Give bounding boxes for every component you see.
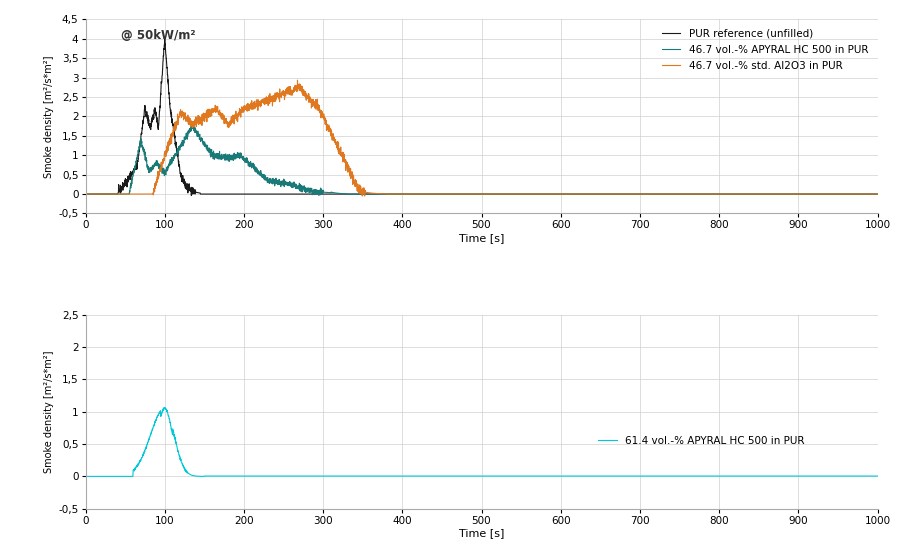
61.4 vol.-% APYRAL HC 500 in PUR bbox=[159, 404, 170, 411]
Y-axis label: Smoke density [m²/s*m²]: Smoke density [m²/s*m²] bbox=[44, 55, 54, 178]
46.7 vol.-% std. Al2O3 in PUR bbox=[80, 191, 91, 197]
PUR reference (unfilled) bbox=[671, 191, 682, 197]
46.7 vol.-% std. Al2O3 in PUR bbox=[732, 191, 742, 197]
46.7 vol.-% std. Al2O3 in PUR bbox=[671, 191, 682, 197]
46.7 vol.-% APYRAL HC 500 in PUR bbox=[80, 191, 91, 197]
46.7 vol.-% APYRAL HC 500 in PUR bbox=[732, 191, 742, 197]
46.7 vol.-% APYRAL HC 500 in PUR bbox=[186, 119, 197, 125]
X-axis label: Time [s]: Time [s] bbox=[459, 529, 504, 538]
PUR reference (unfilled) bbox=[224, 191, 235, 197]
PUR reference (unfilled) bbox=[596, 191, 607, 197]
46.7 vol.-% APYRAL HC 500 in PUR bbox=[224, 155, 235, 162]
46.7 vol.-% std. Al2O3 in PUR bbox=[383, 191, 394, 197]
46.7 vol.-% APYRAL HC 500 in PUR bbox=[671, 191, 682, 197]
46.7 vol.-% APYRAL HC 500 in PUR bbox=[313, 192, 324, 199]
PUR reference (unfilled) bbox=[383, 191, 394, 197]
46.7 vol.-% APYRAL HC 500 in PUR bbox=[872, 191, 883, 197]
Line: 46.7 vol.-% std. Al2O3 in PUR: 46.7 vol.-% std. Al2O3 in PUR bbox=[86, 80, 878, 196]
61.4 vol.-% APYRAL HC 500 in PUR bbox=[595, 473, 606, 480]
Line: PUR reference (unfilled): PUR reference (unfilled) bbox=[86, 37, 878, 195]
46.7 vol.-% std. Al2O3 in PUR bbox=[224, 121, 235, 128]
46.7 vol.-% APYRAL HC 500 in PUR bbox=[383, 191, 394, 197]
Line: 61.4 vol.-% APYRAL HC 500 in PUR: 61.4 vol.-% APYRAL HC 500 in PUR bbox=[86, 408, 878, 476]
61.4 vol.-% APYRAL HC 500 in PUR bbox=[555, 473, 566, 480]
61.4 vol.-% APYRAL HC 500 in PUR bbox=[224, 473, 235, 480]
Legend: 61.4 vol.-% APYRAL HC 500 in PUR: 61.4 vol.-% APYRAL HC 500 in PUR bbox=[594, 432, 809, 450]
46.7 vol.-% std. Al2O3 in PUR bbox=[596, 191, 607, 197]
46.7 vol.-% std. Al2O3 in PUR bbox=[872, 191, 883, 197]
Line: 46.7 vol.-% APYRAL HC 500 in PUR: 46.7 vol.-% APYRAL HC 500 in PUR bbox=[86, 122, 878, 195]
46.7 vol.-% std. Al2O3 in PUR bbox=[292, 77, 303, 84]
PUR reference (unfilled) bbox=[80, 191, 91, 197]
Y-axis label: Smoke density [m²/s*m²]: Smoke density [m²/s*m²] bbox=[44, 350, 54, 473]
X-axis label: Time [s]: Time [s] bbox=[459, 233, 504, 243]
PUR reference (unfilled) bbox=[732, 191, 742, 197]
PUR reference (unfilled) bbox=[159, 34, 170, 40]
61.4 vol.-% APYRAL HC 500 in PUR bbox=[732, 473, 742, 480]
46.7 vol.-% std. Al2O3 in PUR bbox=[357, 192, 368, 199]
46.7 vol.-% std. Al2O3 in PUR bbox=[555, 191, 566, 197]
61.4 vol.-% APYRAL HC 500 in PUR bbox=[382, 473, 393, 480]
Text: @ 50kW/m²: @ 50kW/m² bbox=[122, 29, 195, 42]
PUR reference (unfilled) bbox=[872, 191, 883, 197]
46.7 vol.-% APYRAL HC 500 in PUR bbox=[555, 191, 566, 197]
46.7 vol.-% APYRAL HC 500 in PUR bbox=[596, 191, 607, 197]
61.4 vol.-% APYRAL HC 500 in PUR bbox=[671, 473, 682, 480]
61.4 vol.-% APYRAL HC 500 in PUR bbox=[80, 473, 91, 480]
PUR reference (unfilled) bbox=[555, 191, 566, 197]
Legend: PUR reference (unfilled), 46.7 vol.-% APYRAL HC 500 in PUR, 46.7 vol.-% std. Al2: PUR reference (unfilled), 46.7 vol.-% AP… bbox=[657, 24, 872, 75]
61.4 vol.-% APYRAL HC 500 in PUR bbox=[872, 473, 883, 480]
PUR reference (unfilled) bbox=[186, 192, 197, 199]
